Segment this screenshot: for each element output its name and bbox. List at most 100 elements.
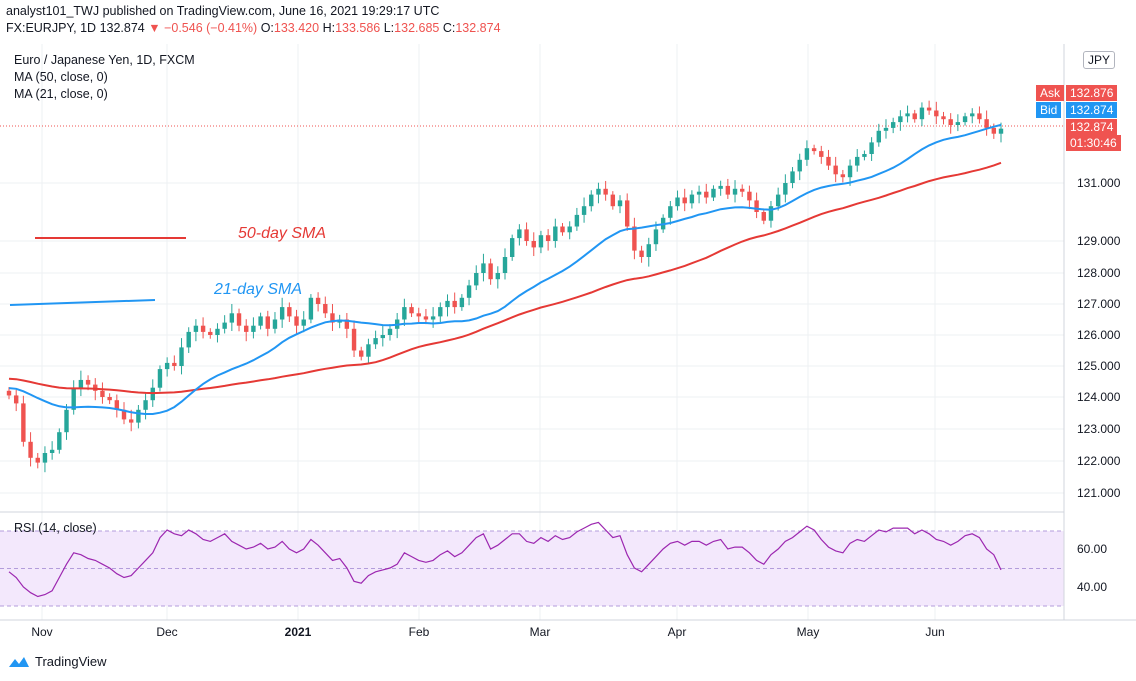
sma21-annotation: 21-day SMA — [214, 281, 303, 298]
time-tick-label: Dec — [156, 625, 177, 639]
bid-label: Bid — [1036, 102, 1062, 118]
candle-body — [682, 197, 687, 204]
candle-body — [869, 142, 874, 154]
candle-body — [862, 154, 867, 157]
bid-value: 132.874 — [1066, 102, 1118, 118]
price-tick-label: 122.000 — [1077, 454, 1121, 468]
last-price-tag: 132.874 — [1066, 119, 1118, 135]
candle-body — [768, 206, 774, 221]
time-tick-label: Apr — [668, 625, 687, 639]
candle-body — [359, 350, 364, 357]
tradingview-logo-icon — [9, 656, 29, 667]
candle-body — [502, 257, 508, 273]
ma21-annotation-line — [9, 299, 156, 306]
ma50-legend[interactable]: MA (50, close, 0) — [14, 70, 108, 84]
publish-info: analyst101_TWJ published on TradingView.… — [6, 4, 440, 18]
price-tick-label: 124.000 — [1077, 390, 1121, 404]
candle-body — [898, 116, 903, 123]
candle-body — [639, 250, 644, 257]
candle-body — [905, 113, 910, 117]
candle-body — [711, 188, 716, 198]
candle-body — [632, 226, 637, 251]
symbol: FX:EURJPY, 1D — [6, 21, 97, 35]
price-axis[interactable]: 121.000 122.000 123.000 124.000 125.000 126.0… — [1077, 176, 1121, 500]
open-value: 133.420 — [273, 21, 320, 35]
ohlc-line: FX:EURJPY, 1D 132.874 ▼ −0.546 (−0.41%) … — [6, 20, 501, 37]
candle-body — [984, 119, 989, 128]
candle-body — [200, 325, 206, 332]
candle-body — [725, 185, 731, 195]
candle-body — [366, 344, 371, 357]
candle-body — [941, 116, 946, 120]
candle-body — [883, 127, 889, 131]
candle-body — [948, 119, 953, 125]
candle-body — [855, 156, 860, 166]
candle-body — [653, 229, 659, 245]
grid-lines — [0, 44, 1064, 620]
candle-body — [143, 400, 148, 410]
ask-value: 132.876 — [1066, 85, 1118, 101]
candle-body — [689, 194, 695, 204]
candle-body — [445, 300, 450, 308]
candle-body — [215, 328, 220, 335]
candle-body — [538, 235, 544, 248]
candle-body — [991, 127, 997, 134]
candle-body — [179, 347, 184, 366]
candle-body — [129, 419, 134, 423]
candle-body — [970, 113, 975, 117]
time-tick-label: 2021 — [285, 625, 312, 639]
currency-badge[interactable]: JPY — [1083, 51, 1116, 69]
candle-body — [998, 128, 1004, 134]
candle-body — [380, 335, 385, 339]
rsi-axis[interactable]: 60.00 40.00 — [1077, 542, 1107, 594]
candle-body — [315, 297, 321, 304]
tradingview-logo[interactable]: TradingView — [8, 654, 107, 669]
bar-countdown: 01:30:46 — [1066, 135, 1121, 151]
candle-body — [977, 113, 982, 120]
candle-body — [926, 107, 932, 111]
ma21-legend[interactable]: MA (21, close, 0) — [14, 87, 108, 101]
candle-body — [761, 212, 766, 221]
candle-body — [85, 379, 91, 385]
candle-body — [574, 214, 580, 227]
candle-body — [840, 174, 846, 178]
candle-body — [783, 183, 788, 195]
price-change: ▼ −0.546 (−0.41%) — [148, 21, 258, 35]
candle-body — [553, 226, 558, 241]
candle-body — [21, 403, 26, 442]
candle-body — [42, 453, 48, 463]
candle-body — [172, 362, 177, 366]
candle-body — [78, 379, 84, 388]
candle-body — [423, 316, 429, 320]
candle-body — [71, 387, 76, 410]
candle-body — [208, 331, 213, 335]
high-value: 133.586 — [335, 21, 381, 35]
candle-body — [625, 200, 630, 227]
candle-body — [308, 297, 314, 320]
candle-body — [244, 325, 249, 332]
candle-body — [272, 319, 278, 329]
time-tick-label: May — [797, 625, 820, 639]
candle-body — [114, 400, 120, 410]
candle-body — [876, 130, 881, 143]
candle-body — [251, 325, 256, 332]
time-axis[interactable]: Nov Dec 2021 Feb Mar Apr May Jun — [31, 625, 944, 639]
candle-body — [955, 122, 961, 125]
candle-body — [919, 107, 925, 120]
candle-body — [49, 449, 55, 453]
candle-body — [93, 384, 98, 391]
open-label: O: — [260, 21, 274, 35]
candle-body — [373, 338, 378, 345]
candle-body — [675, 197, 680, 207]
candle-body — [258, 316, 263, 326]
candle-body — [193, 325, 199, 332]
ma50-line — [8, 161, 1002, 395]
low-value: 132.685 — [394, 21, 440, 35]
candle-body — [581, 206, 587, 215]
candle-body — [589, 194, 594, 207]
candle-body — [323, 304, 328, 314]
price-tick-label: 127.000 — [1077, 297, 1121, 311]
rsi-legend[interactable]: RSI (14, close) — [14, 521, 97, 535]
candle-body — [100, 390, 105, 397]
